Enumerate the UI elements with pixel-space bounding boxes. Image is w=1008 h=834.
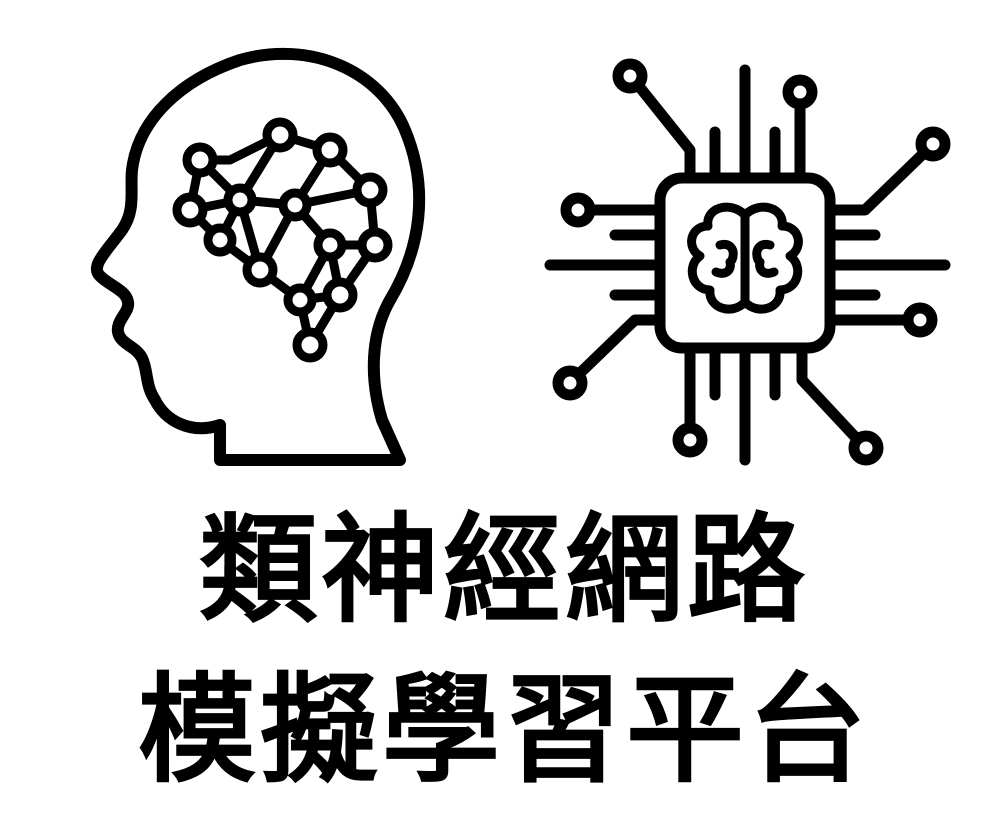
title-line-1: 類神經網路 — [198, 501, 809, 639]
title-line-2: 模擬學習平台 — [137, 661, 870, 799]
ai-chip-brain-icon — [544, 58, 951, 466]
logo-row — [0, 40, 1008, 480]
brain-network-head-icon — [91, 47, 426, 466]
